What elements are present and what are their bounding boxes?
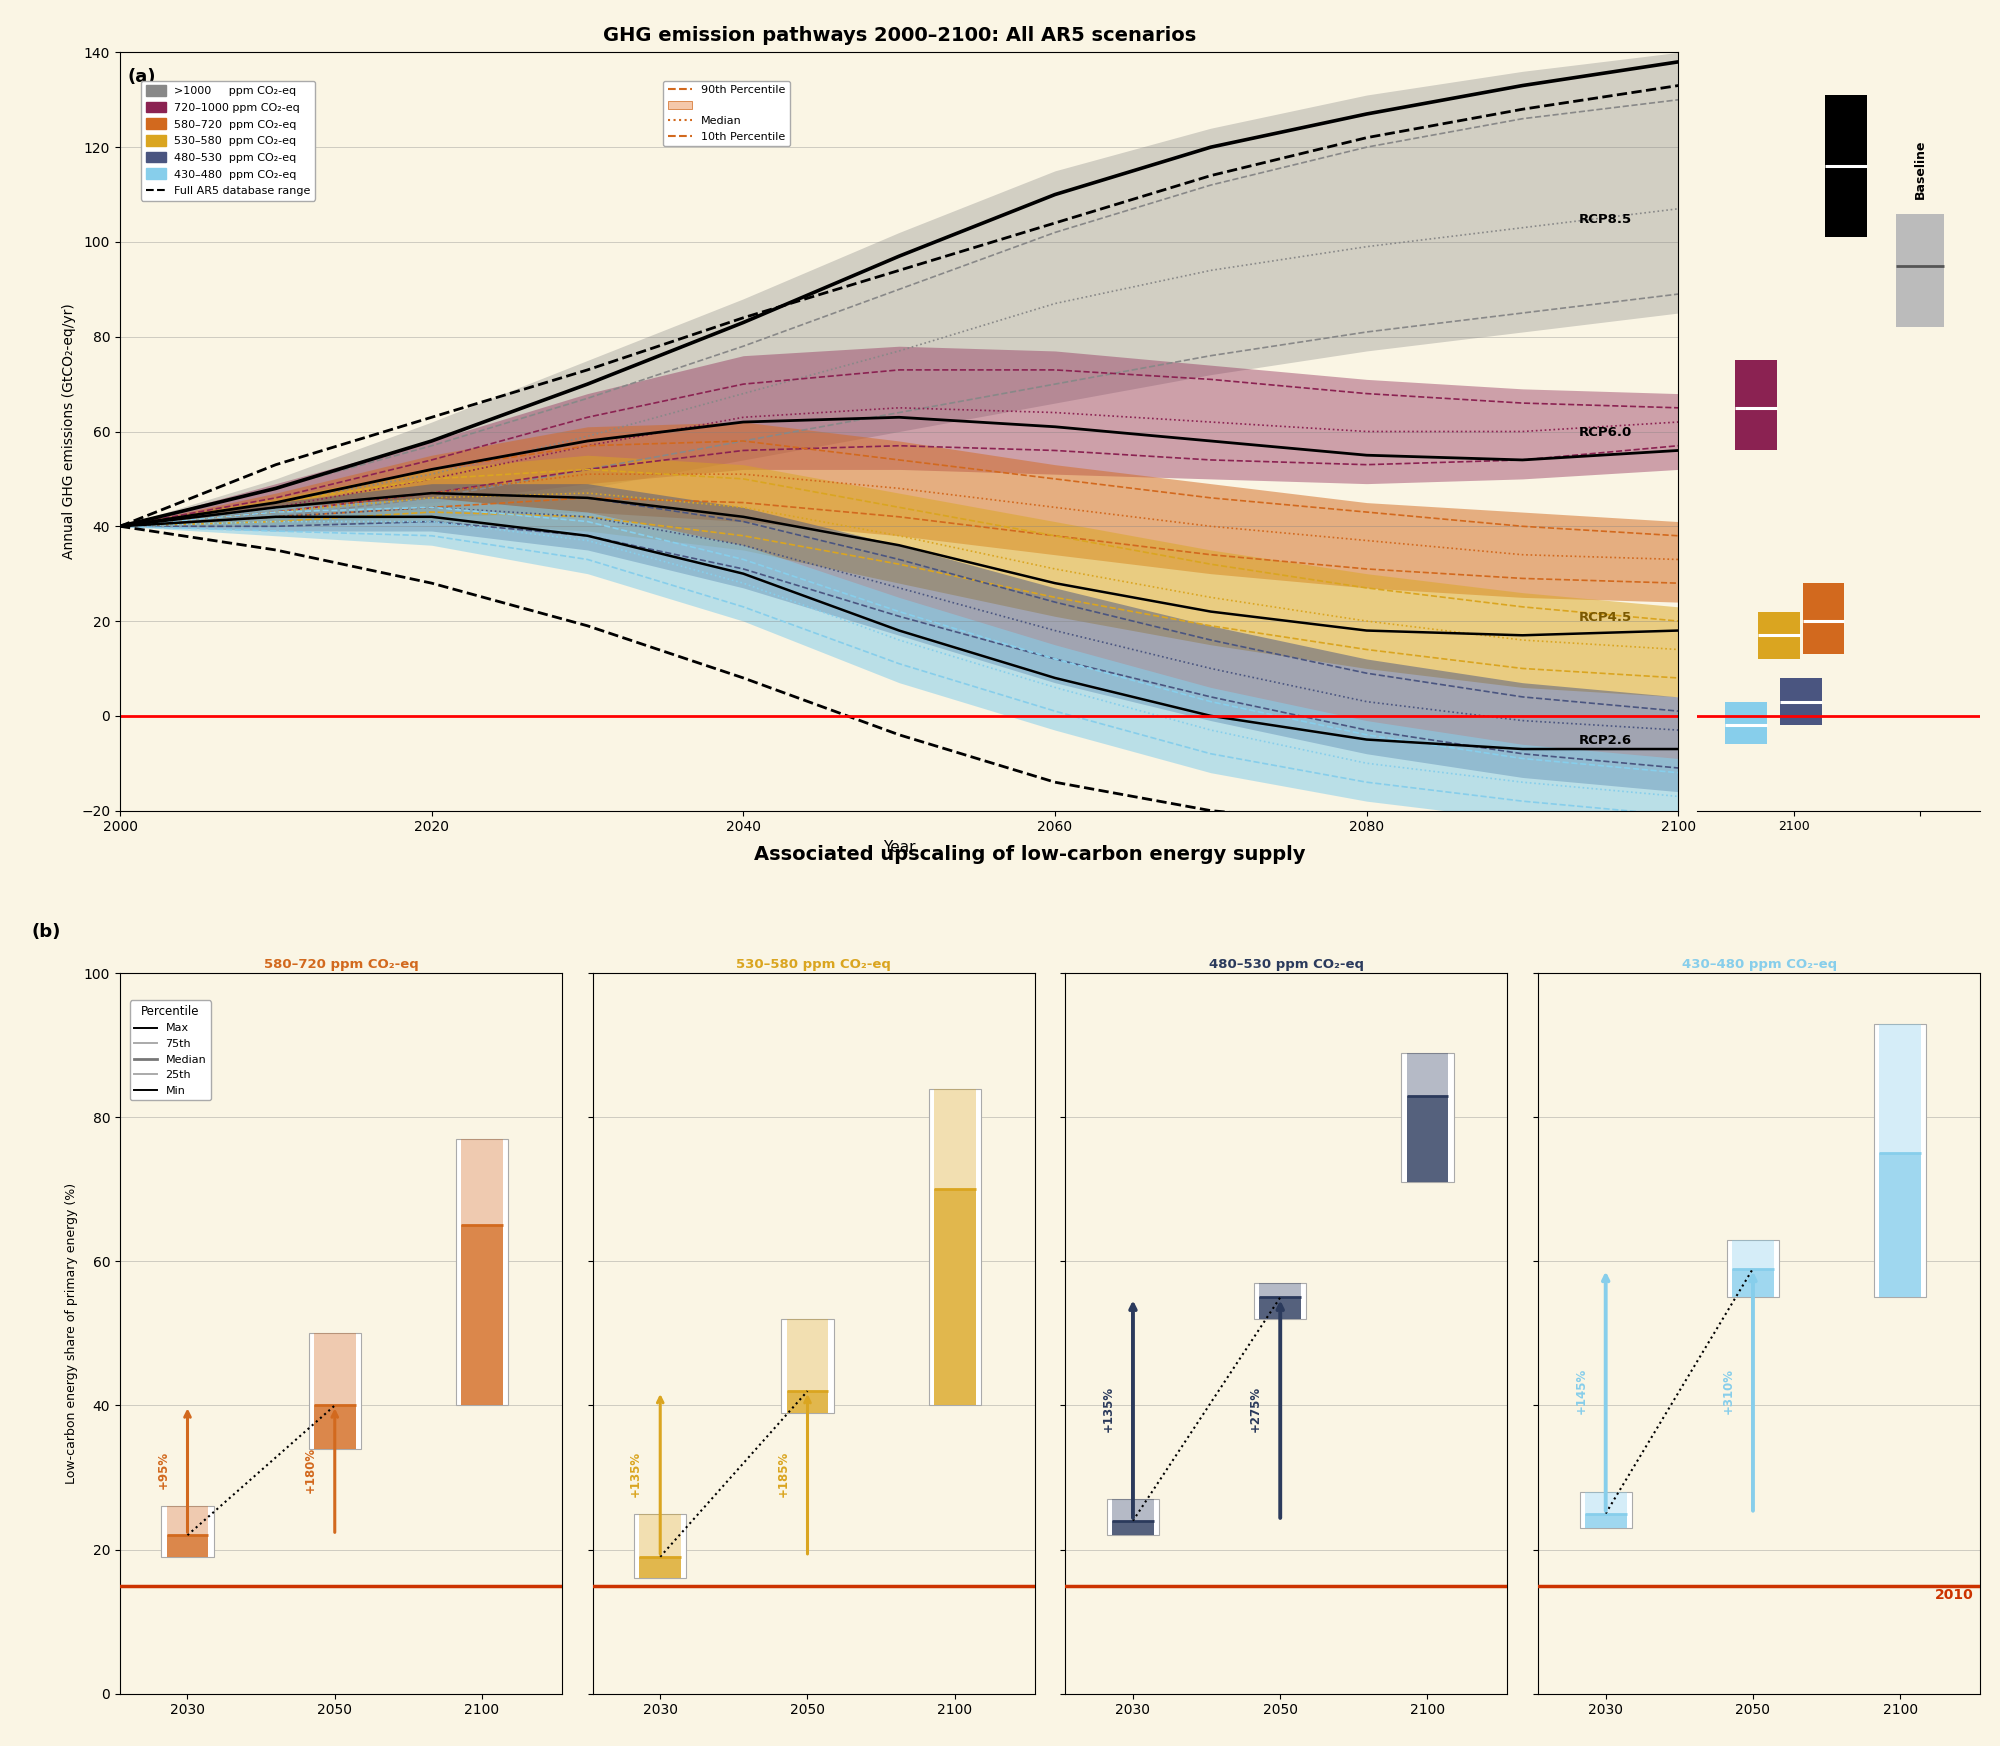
Text: 2010: 2010	[1936, 1587, 1974, 1601]
Y-axis label: Low-carbon energy share of primary energy (%): Low-carbon energy share of primary energ…	[66, 1182, 78, 1484]
Title: 430–480 ppm CO₂-eq: 430–480 ppm CO₂-eq	[1682, 959, 1836, 971]
Title: 480–530 ppm CO₂-eq: 480–530 ppm CO₂-eq	[1208, 959, 1364, 971]
Bar	[1758, 611, 1800, 658]
Bar	[1402, 1053, 1454, 1182]
Bar	[1580, 1491, 1632, 1528]
Bar	[456, 1138, 508, 1406]
Text: +310%: +310%	[1722, 1369, 1734, 1414]
Text: (b): (b)	[32, 924, 62, 941]
Bar	[1112, 1521, 1154, 1535]
Bar	[462, 1138, 502, 1226]
Text: +135%: +135%	[1102, 1386, 1114, 1432]
Bar	[634, 1514, 686, 1578]
Bar	[1260, 1297, 1302, 1318]
Bar	[934, 1189, 976, 1406]
Bar	[640, 1514, 682, 1557]
Bar	[782, 1318, 834, 1413]
Bar	[1824, 94, 1866, 237]
Bar	[1874, 1023, 1926, 1297]
Legend: Max, 75th, Median, 25th, Min: Max, 75th, Median, 25th, Min	[130, 1000, 210, 1100]
Text: RCP4.5: RCP4.5	[1578, 611, 1632, 623]
Title: 530–580 ppm CO₂-eq: 530–580 ppm CO₂-eq	[736, 959, 892, 971]
Text: +275%: +275%	[1250, 1386, 1262, 1432]
Text: +95%: +95%	[156, 1451, 170, 1489]
Bar	[1736, 360, 1778, 450]
Bar	[786, 1318, 828, 1392]
Title: GHG emission pathways 2000–2100: All AR5 scenarios: GHG emission pathways 2000–2100: All AR5…	[602, 26, 1196, 45]
Bar	[1260, 1283, 1302, 1297]
Bar	[308, 1334, 360, 1449]
Text: +145%: +145%	[1574, 1367, 1588, 1414]
Bar	[1880, 1154, 1922, 1297]
Bar	[786, 1392, 828, 1413]
Bar	[166, 1507, 208, 1535]
Bar	[162, 1507, 214, 1557]
Bar	[1780, 677, 1822, 725]
Bar	[1726, 1240, 1780, 1297]
Y-axis label: Annual GHG emissions (GtCO₂-eq/yr): Annual GHG emissions (GtCO₂-eq/yr)	[62, 304, 76, 559]
Text: Baseline: Baseline	[1914, 140, 1926, 199]
Bar	[1732, 1269, 1774, 1297]
Text: +185%: +185%	[776, 1451, 790, 1496]
Bar	[928, 1088, 980, 1406]
Bar	[166, 1535, 208, 1557]
Bar	[1732, 1240, 1774, 1269]
Bar	[1802, 583, 1844, 655]
Bar	[1254, 1283, 1306, 1318]
Text: Associated upscaling of low-carbon energy supply: Associated upscaling of low-carbon energ…	[754, 845, 1306, 864]
Bar	[1406, 1096, 1448, 1182]
Bar	[314, 1406, 356, 1449]
Bar	[1106, 1500, 1160, 1535]
Bar	[934, 1088, 976, 1189]
Bar	[1726, 702, 1766, 744]
Text: RCP8.5: RCP8.5	[1578, 213, 1632, 225]
Text: +180%: +180%	[304, 1447, 316, 1493]
Bar	[1112, 1500, 1154, 1521]
Bar	[1880, 1023, 1922, 1154]
Title: 580–720 ppm CO₂-eq: 580–720 ppm CO₂-eq	[264, 959, 418, 971]
Bar	[640, 1557, 682, 1578]
Legend: 90th Percentile, , Median, 10th Percentile: 90th Percentile, , Median, 10th Percenti…	[664, 80, 790, 147]
Bar	[1406, 1053, 1448, 1096]
Bar	[1584, 1514, 1626, 1528]
X-axis label: Year: Year	[882, 840, 916, 856]
Bar	[1896, 213, 1944, 327]
Bar	[1584, 1491, 1626, 1514]
Text: (a): (a)	[128, 68, 156, 86]
Bar	[462, 1226, 502, 1406]
Text: +135%: +135%	[630, 1451, 642, 1496]
Text: RCP6.0: RCP6.0	[1578, 426, 1632, 440]
Bar	[314, 1334, 356, 1406]
Text: RCP2.6: RCP2.6	[1578, 735, 1632, 747]
